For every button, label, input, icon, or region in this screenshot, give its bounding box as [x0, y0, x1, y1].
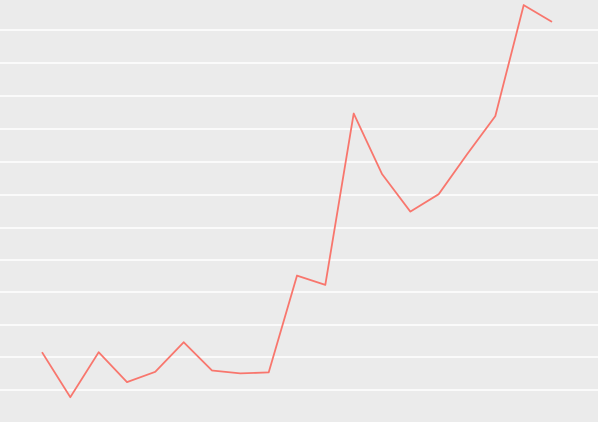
gridlines	[0, 29, 598, 391]
series-layer	[41, 4, 553, 399]
